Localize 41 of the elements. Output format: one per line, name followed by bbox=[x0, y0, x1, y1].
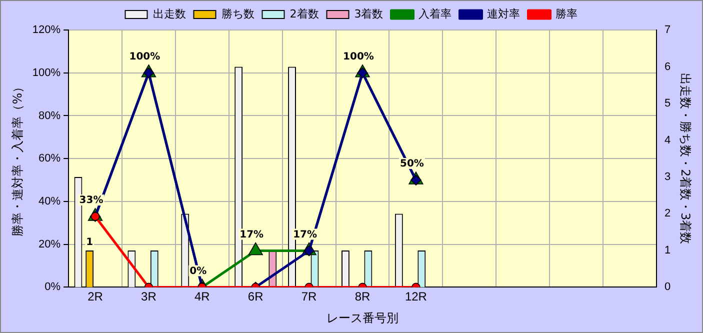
y2-axis-title: 出走数・勝ち数・2着数・3着数 bbox=[678, 72, 693, 244]
point bbox=[248, 242, 263, 256]
data-label: 1 bbox=[86, 237, 94, 248]
y-tick-label: 100% bbox=[32, 66, 61, 79]
x-tick-label: 3R bbox=[141, 290, 157, 304]
legend-label: 勝率 bbox=[556, 7, 578, 20]
y2-tick-label: 3 bbox=[664, 171, 671, 184]
data-label: 33% bbox=[79, 195, 104, 206]
y2-tick-label: 0 bbox=[664, 281, 671, 294]
y2-tick-label: 5 bbox=[664, 98, 671, 110]
y-tick-label: 60% bbox=[38, 152, 61, 165]
y2-tick-label: 1 bbox=[664, 244, 671, 256]
legend-label: 連対率 bbox=[487, 7, 520, 20]
y2-tick-label: 6 bbox=[664, 60, 671, 73]
y-axis-title: 勝率・連対率・入着率（%） bbox=[10, 80, 24, 236]
data-label: 100% bbox=[343, 51, 374, 62]
data-label: 17% bbox=[240, 229, 264, 240]
x-tick-label: 2R bbox=[88, 290, 104, 304]
data-label: 17% bbox=[293, 229, 318, 240]
legend-label: 入着率 bbox=[418, 7, 452, 20]
data-label: 100% bbox=[129, 51, 160, 62]
x-tick-label: 12R bbox=[404, 290, 428, 304]
legend-label: 出走数 bbox=[152, 7, 186, 20]
y-tick-label: 80% bbox=[38, 110, 61, 122]
y2-tick-label: 7 bbox=[664, 24, 671, 36]
x-tick-label: 4R bbox=[194, 290, 210, 304]
x-tick-label: 7R bbox=[301, 290, 318, 304]
x-tick-label: 6R bbox=[248, 290, 264, 304]
y-tick-label: 40% bbox=[38, 196, 61, 208]
y-tick-label: 120% bbox=[32, 24, 61, 36]
data-label: 50% bbox=[400, 158, 424, 170]
legend-label: 2着数 bbox=[290, 7, 319, 20]
y2-tick-label: 4 bbox=[664, 134, 671, 146]
x-tick-label: 8R bbox=[354, 290, 371, 304]
x-axis-title: レース番号別 bbox=[326, 310, 399, 325]
y2-tick-label: 2 bbox=[664, 208, 671, 220]
legend-label: 勝ち数 bbox=[221, 7, 254, 20]
y-tick-label: 20% bbox=[38, 238, 61, 250]
y-tick-label: 0% bbox=[44, 281, 61, 294]
legend-label: 3着数 bbox=[354, 7, 384, 20]
data-label: 0% bbox=[190, 266, 207, 277]
